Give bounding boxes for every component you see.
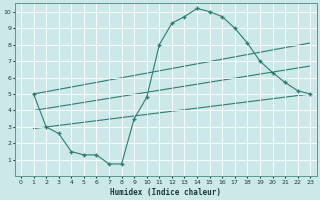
X-axis label: Humidex (Indice chaleur): Humidex (Indice chaleur) <box>110 188 221 197</box>
